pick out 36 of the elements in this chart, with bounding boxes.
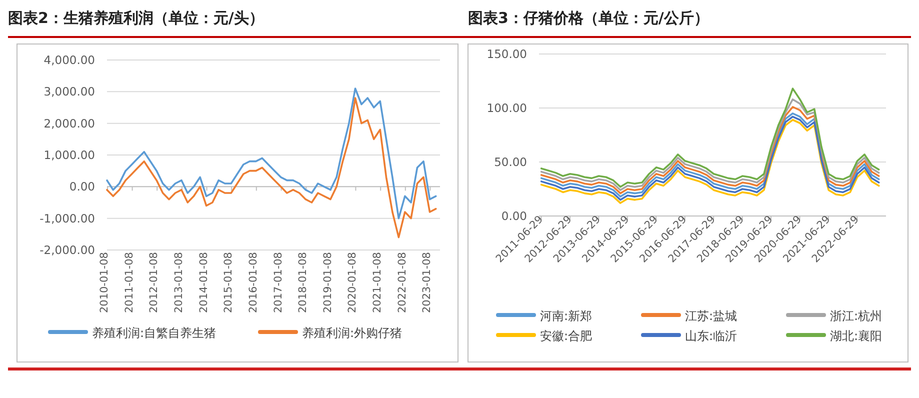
- x-tick-label: 2019-01-08: [322, 252, 334, 314]
- y-tick-label: 1,000.00: [44, 148, 95, 162]
- x-tick-label: 2010-01-08: [98, 252, 110, 314]
- line-series: [106, 97, 437, 238]
- y-tick-label: 3,000.00: [44, 84, 95, 99]
- line-series: [106, 88, 437, 220]
- x-tick-label: 2021-01-08: [372, 252, 384, 314]
- x-tick-label: 2013-01-08: [172, 252, 185, 314]
- y-tick-label: 50.00: [494, 155, 527, 169]
- y-tick-label: -1,000.00: [40, 211, 95, 226]
- x-tick-label: 2011-01-08: [123, 252, 136, 314]
- legend-label: 养殖利润:外购仔猪: [302, 326, 402, 340]
- legend-label: 安徽:合肥: [540, 329, 592, 343]
- x-tick-label: 2014-01-08: [198, 252, 210, 314]
- x-tick-label: 2020-01-08: [346, 252, 359, 314]
- chart-title: 图表2：生猪养殖利润（单位：元/头）: [8, 9, 264, 27]
- legend-label: 山东:临沂: [685, 329, 738, 343]
- y-tick-label: 4,000.00: [44, 53, 95, 67]
- legend-label: 河南:新郑: [540, 309, 592, 323]
- x-tick-label: 2016-01-08: [247, 252, 260, 314]
- x-tick-label: 2018-01-08: [297, 252, 310, 314]
- y-tick-label: 150.00: [486, 47, 527, 61]
- legend-label: 养殖利润:自繁自养生猪: [92, 326, 216, 340]
- x-tick-label: 2012-01-08: [148, 252, 160, 314]
- y-tick-label: 0.00: [69, 180, 95, 194]
- legend-label: 浙江:杭州: [830, 309, 882, 323]
- x-tick-label: 2015-01-08: [222, 252, 235, 314]
- legend-label: 江苏:盐城: [685, 309, 738, 323]
- x-tick-label: 2022-01-08: [396, 252, 408, 314]
- y-tick-label: 2,000.00: [44, 116, 95, 130]
- x-tick-label: 2023-01-08: [421, 252, 434, 314]
- x-tick-label: 2017-01-08: [272, 252, 284, 314]
- legend-label: 湖北:襄阳: [830, 329, 882, 343]
- y-tick-label: -2,000.00: [40, 243, 95, 257]
- chart-title: 图表3：仔猪价格（单位：元/公斤）: [468, 9, 709, 27]
- y-tick-label: 100.00: [486, 101, 527, 115]
